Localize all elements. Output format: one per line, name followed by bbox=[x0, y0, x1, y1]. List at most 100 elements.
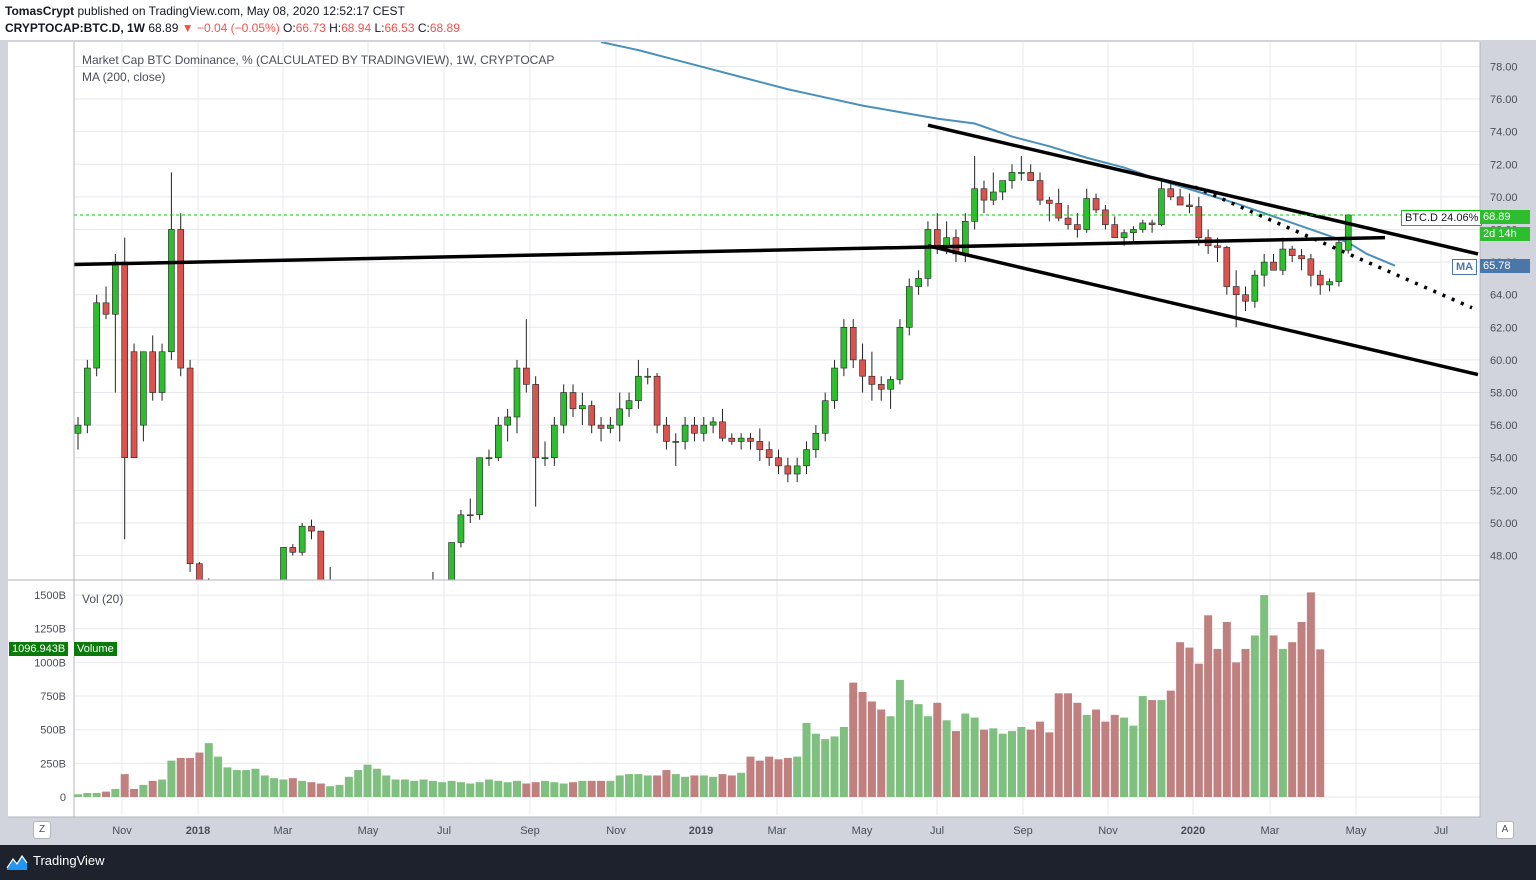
volume-bar bbox=[186, 757, 195, 797]
author-name[interactable]: TomasCrypt bbox=[5, 4, 75, 18]
candle-body bbox=[1316, 274, 1324, 286]
volume-bar bbox=[102, 791, 111, 797]
chart-canvas[interactable]: 48.00 50.00 52.00 54.00 56.00 58.00 60.00 62.00… bbox=[0, 40, 1536, 845]
volume-bar bbox=[260, 775, 269, 797]
time-tick-label: 2018 bbox=[186, 825, 210, 837]
volume-bar bbox=[615, 775, 624, 797]
candle-body bbox=[551, 424, 558, 459]
candle-body bbox=[1195, 206, 1203, 238]
candle-body bbox=[868, 375, 876, 385]
candle-body bbox=[485, 457, 493, 460]
candle bbox=[476, 457, 483, 520]
candle-body bbox=[149, 351, 157, 393]
volume-value-tag: 1096.943B bbox=[9, 642, 69, 656]
candle-body bbox=[280, 547, 287, 580]
candle bbox=[635, 359, 642, 409]
time-tick-label: May bbox=[852, 825, 873, 837]
candle-body bbox=[990, 191, 997, 201]
volume-bar bbox=[587, 780, 596, 797]
candle-body bbox=[289, 547, 297, 553]
auto-scale-button[interactable]: A bbox=[1496, 821, 1514, 839]
candle bbox=[980, 180, 988, 214]
candle bbox=[616, 392, 624, 442]
candle bbox=[308, 519, 315, 540]
candle bbox=[924, 221, 932, 287]
candle-body bbox=[971, 188, 978, 222]
candle bbox=[691, 416, 698, 442]
timezone-button[interactable]: Z bbox=[33, 821, 51, 839]
candle-body bbox=[961, 221, 969, 255]
volume-bar bbox=[1176, 642, 1185, 797]
footer-bar bbox=[0, 845, 1536, 880]
candle-body bbox=[1335, 242, 1343, 282]
chart-legend-title[interactable]: Market Cap BTC Dominance, % (CALCULATED … bbox=[82, 53, 555, 67]
candle bbox=[317, 530, 325, 580]
candle bbox=[1083, 188, 1091, 233]
candle bbox=[896, 319, 904, 385]
volume-bar bbox=[961, 713, 970, 797]
candle-body bbox=[102, 302, 110, 315]
volume-bar bbox=[765, 756, 774, 797]
volume-bar bbox=[1054, 693, 1063, 797]
volume-name-tag: Volume bbox=[73, 642, 117, 656]
volume-bar bbox=[391, 779, 400, 797]
candle-body bbox=[1251, 274, 1259, 302]
candle bbox=[784, 457, 792, 483]
volume-legend[interactable]: Vol (20) bbox=[82, 592, 124, 606]
volume-bar bbox=[970, 717, 979, 797]
candle bbox=[737, 433, 745, 450]
volume-bar bbox=[569, 782, 578, 797]
candle bbox=[158, 343, 166, 401]
lower-channel-line bbox=[927, 244, 1479, 377]
volume-bar bbox=[793, 756, 802, 797]
candle-body bbox=[653, 375, 661, 426]
candle-body bbox=[887, 379, 894, 390]
candle bbox=[177, 213, 185, 377]
candle-body bbox=[747, 437, 754, 442]
ma-legend[interactable]: MA (200, close) bbox=[82, 70, 166, 84]
candle-body bbox=[831, 367, 838, 401]
candle bbox=[1307, 253, 1315, 287]
candle bbox=[1139, 219, 1147, 233]
time-tick-label: Jul bbox=[1434, 825, 1448, 837]
volume-bar bbox=[1250, 635, 1259, 797]
candle-body bbox=[719, 421, 726, 439]
candle-body bbox=[1344, 214, 1352, 251]
candle bbox=[877, 376, 885, 401]
candle-body bbox=[756, 441, 764, 450]
candle-body bbox=[74, 424, 82, 434]
tradingview-brand[interactable]: TradingView bbox=[33, 853, 105, 868]
volume-bar bbox=[737, 772, 746, 797]
candle-body bbox=[1307, 258, 1315, 276]
candle-body bbox=[635, 375, 642, 401]
volume-bar bbox=[92, 792, 101, 797]
plot-background bbox=[8, 42, 1480, 817]
close-label: C: bbox=[417, 21, 430, 35]
time-tick-label: Nov bbox=[112, 825, 132, 837]
candle-body bbox=[1232, 286, 1240, 295]
volume-bar bbox=[699, 775, 708, 797]
volume-bar bbox=[1278, 648, 1287, 797]
time-tick-label: Jul bbox=[930, 825, 944, 837]
time-tick-label: 2020 bbox=[1181, 825, 1205, 837]
time-tick-label: May bbox=[1346, 825, 1367, 837]
tradingview-logo-icon[interactable] bbox=[6, 853, 28, 871]
volume-bar bbox=[755, 760, 764, 797]
volume-bar bbox=[849, 682, 858, 797]
volume-bar bbox=[419, 779, 428, 797]
candle bbox=[140, 351, 147, 442]
candle-body bbox=[793, 465, 801, 475]
candle bbox=[1251, 270, 1259, 308]
volume-bar bbox=[1092, 709, 1101, 797]
candle-body bbox=[1130, 229, 1137, 234]
candle-body bbox=[1083, 198, 1091, 230]
candle bbox=[653, 372, 661, 434]
candle-body bbox=[943, 237, 950, 247]
candle-body bbox=[308, 525, 315, 532]
candle-body bbox=[1298, 255, 1305, 260]
volume-bar bbox=[709, 776, 718, 797]
candle bbox=[905, 278, 913, 336]
candle bbox=[821, 392, 829, 442]
candle bbox=[1111, 216, 1119, 238]
symbol-name[interactable]: CRYPTOCAP:BTC.D, 1W bbox=[5, 21, 146, 35]
